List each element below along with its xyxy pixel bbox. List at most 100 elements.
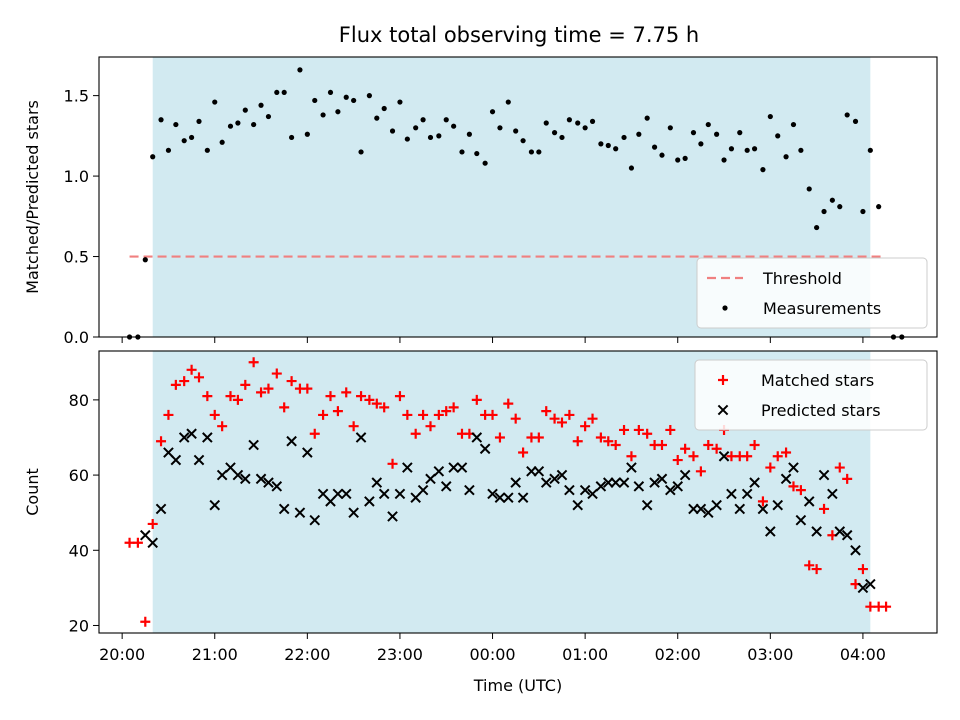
measurement-point <box>798 147 804 153</box>
predicted-point <box>540 477 552 488</box>
matched-point <box>356 391 367 402</box>
predicted-point <box>579 484 591 496</box>
measurement-point <box>559 134 565 141</box>
predicted-point <box>772 499 784 511</box>
predicted-point <box>718 450 730 462</box>
measurement-point <box>335 109 341 115</box>
measurement-point <box>413 125 419 131</box>
predicted-point <box>202 432 213 443</box>
predicted-point <box>656 473 668 485</box>
matched-point <box>749 440 760 450</box>
matched-point <box>881 601 892 612</box>
predicted-point <box>803 496 815 507</box>
matched-point <box>433 409 444 420</box>
matched-point <box>364 394 375 405</box>
predicted-point <box>239 473 251 485</box>
predicted-point <box>155 503 167 515</box>
matched-point <box>834 462 845 473</box>
measurement-point <box>628 165 635 171</box>
measurement-point <box>404 136 410 142</box>
matched-point <box>202 391 213 402</box>
predicted-point <box>286 435 297 447</box>
y-tick-label: 80 <box>69 391 89 410</box>
measurement-point <box>659 152 665 158</box>
measurement-point <box>459 149 465 155</box>
matched-point <box>318 409 329 420</box>
measurement-point <box>513 128 519 134</box>
predicted-point <box>263 477 274 488</box>
predicted-point <box>827 488 838 500</box>
matched-point <box>471 394 482 405</box>
measurement-point <box>698 141 704 147</box>
matched-point <box>379 402 390 413</box>
measurement-point <box>451 123 457 129</box>
predicted-point <box>417 484 429 496</box>
measurement-point <box>181 138 187 144</box>
matched-point <box>441 406 452 417</box>
matched-point <box>819 503 830 514</box>
predicted-point <box>440 481 452 492</box>
series-predicted-stars <box>139 428 876 594</box>
measurement-point <box>436 133 442 139</box>
x-axis-label: Time (UTC) <box>473 676 562 695</box>
measurement-point <box>389 128 396 134</box>
measurement-point <box>520 138 526 144</box>
matched-point <box>549 413 560 424</box>
y-tick-label: 40 <box>69 541 89 560</box>
predicted-point <box>378 488 390 500</box>
predicted-point <box>572 499 584 511</box>
matched-point <box>533 432 544 443</box>
measurement-point <box>482 160 488 166</box>
matched-point <box>348 421 359 432</box>
predicted-point <box>178 432 190 443</box>
matched-point <box>256 387 267 398</box>
matched-point <box>711 443 722 454</box>
matched-point <box>642 428 653 439</box>
matched-point <box>341 387 352 398</box>
measurement-point <box>821 208 827 215</box>
matched-point <box>857 564 868 575</box>
measurement-point <box>589 118 596 124</box>
measurement-point <box>274 89 280 96</box>
predicted-point <box>865 578 876 590</box>
predicted-point <box>556 469 568 481</box>
matched-point <box>518 447 529 458</box>
measurement-point <box>196 118 202 124</box>
matched-point <box>263 383 274 394</box>
matched-point <box>580 421 591 432</box>
matched-point <box>271 368 282 379</box>
predicted-point <box>433 466 445 477</box>
predicted-point <box>332 488 344 500</box>
predicted-point <box>355 432 367 443</box>
x-tick-label: 02:00 <box>655 645 701 664</box>
predicted-point <box>649 477 660 488</box>
measurement-point <box>165 147 172 153</box>
matched-point <box>665 424 676 435</box>
matched-point <box>179 376 190 387</box>
measurement-point <box>297 67 303 73</box>
matched-point <box>772 451 783 462</box>
matched-point <box>217 421 228 432</box>
measurement-point <box>829 197 835 203</box>
matched-point <box>248 357 259 368</box>
x-tick-label: 03:00 <box>747 645 793 664</box>
measurement-point <box>876 204 882 210</box>
predicted-point <box>487 488 498 500</box>
matched-point <box>556 417 567 428</box>
matched-point <box>387 458 398 469</box>
matched-point <box>619 424 630 435</box>
matched-point <box>572 436 583 447</box>
matched-point <box>425 421 436 432</box>
y-axis-label: Count <box>23 468 42 516</box>
measurement-point <box>844 112 850 118</box>
measurement-point <box>667 125 673 131</box>
legend-box <box>696 257 928 329</box>
x-tick-label: 04:00 <box>840 645 886 664</box>
measurement-point <box>420 117 426 123</box>
measurement-point <box>690 130 697 136</box>
predicted-point <box>641 499 653 511</box>
predicted-point <box>456 462 468 473</box>
matched-point <box>672 455 683 466</box>
y-tick-label: 20 <box>69 616 89 635</box>
matched-point <box>564 409 575 420</box>
